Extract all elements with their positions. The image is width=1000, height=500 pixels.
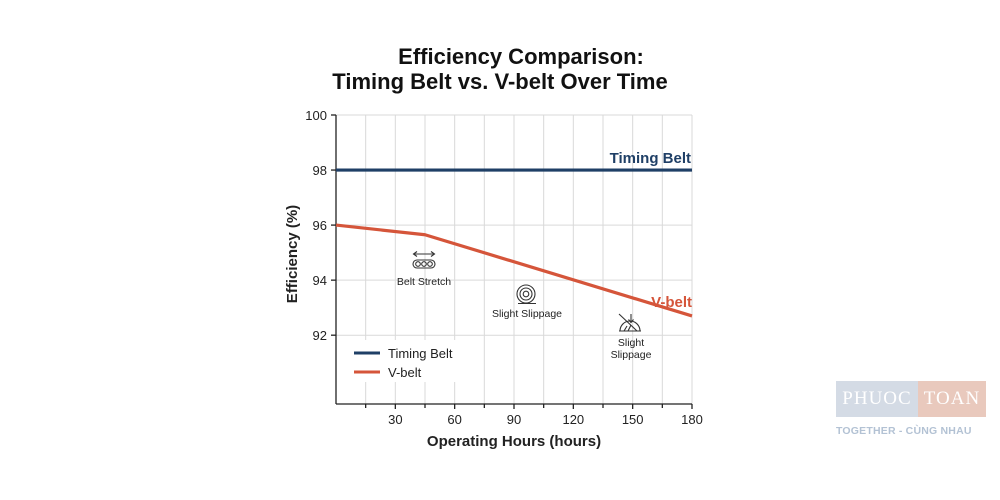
series-line-v-belt <box>335 223 693 318</box>
watermark-left-text: PHUOC <box>836 381 918 417</box>
legend: Timing Belt V-belt <box>345 340 463 382</box>
pulley-icon <box>516 284 536 305</box>
x-tick-label-30: 30 <box>388 412 402 427</box>
annotation-slight-slippage: Slight Slippage <box>492 284 562 320</box>
watermark-box: PHUOC TOAN <box>836 381 986 417</box>
series-label-timing-belt: Timing Belt <box>610 150 691 167</box>
chart-title: Efficiency Comparison: Timing Belt vs. V… <box>332 44 667 94</box>
ticks: 30 60 90 120 150 180 92 94 96 98 100 <box>305 108 703 427</box>
series-label-v-belt: V-belt <box>651 294 692 311</box>
annotation-slight-slippage-text: Slight Slippage <box>492 308 562 320</box>
x-tick-label-180: 180 <box>681 412 703 427</box>
chart-title-line-1: Efficiency Comparison: <box>398 44 644 69</box>
x-axis-label: Operating Hours (hours) <box>427 433 601 450</box>
legend-label-timing-belt: Timing Belt <box>388 346 453 361</box>
annotation-belt-stretch-text: Belt Stretch <box>397 276 451 288</box>
annotation-slight-slippage-2-line-1: Slight <box>618 337 644 349</box>
annotation-belt-stretch: Belt Stretch <box>397 251 451 288</box>
watermark-right-text: TOAN <box>918 381 986 417</box>
watermark-tagline: TOGETHER - CÙNG NHAU <box>836 425 972 437</box>
chart-title-line-2: Timing Belt vs. V-belt Over Time <box>332 69 667 94</box>
y-tick-label-98: 98 <box>313 163 327 178</box>
y-tick-label-92: 92 <box>313 328 327 343</box>
y-tick-label-96: 96 <box>313 218 327 233</box>
x-tick-label-90: 90 <box>507 412 521 427</box>
x-tick-label-150: 150 <box>622 412 644 427</box>
annotation-slight-slippage-2-line-2: Slippage <box>611 349 652 361</box>
watermark-logo: PHUOC TOAN TOGETHER - CÙNG NHAU <box>836 381 986 443</box>
annotation-slight-slippage-2: Slight Slippage <box>611 313 652 361</box>
slip-icon <box>618 313 641 332</box>
x-tick-label-60: 60 <box>447 412 461 427</box>
legend-label-v-belt: V-belt <box>388 365 422 380</box>
x-tick-label-120: 120 <box>562 412 584 427</box>
series-lines <box>335 168 693 318</box>
y-tick-label-94: 94 <box>313 273 327 288</box>
legend-box <box>345 340 463 382</box>
belt-stretch-icon <box>412 251 436 269</box>
y-axis-label: Efficiency (%) <box>284 205 301 303</box>
y-tick-label-100: 100 <box>305 108 327 123</box>
